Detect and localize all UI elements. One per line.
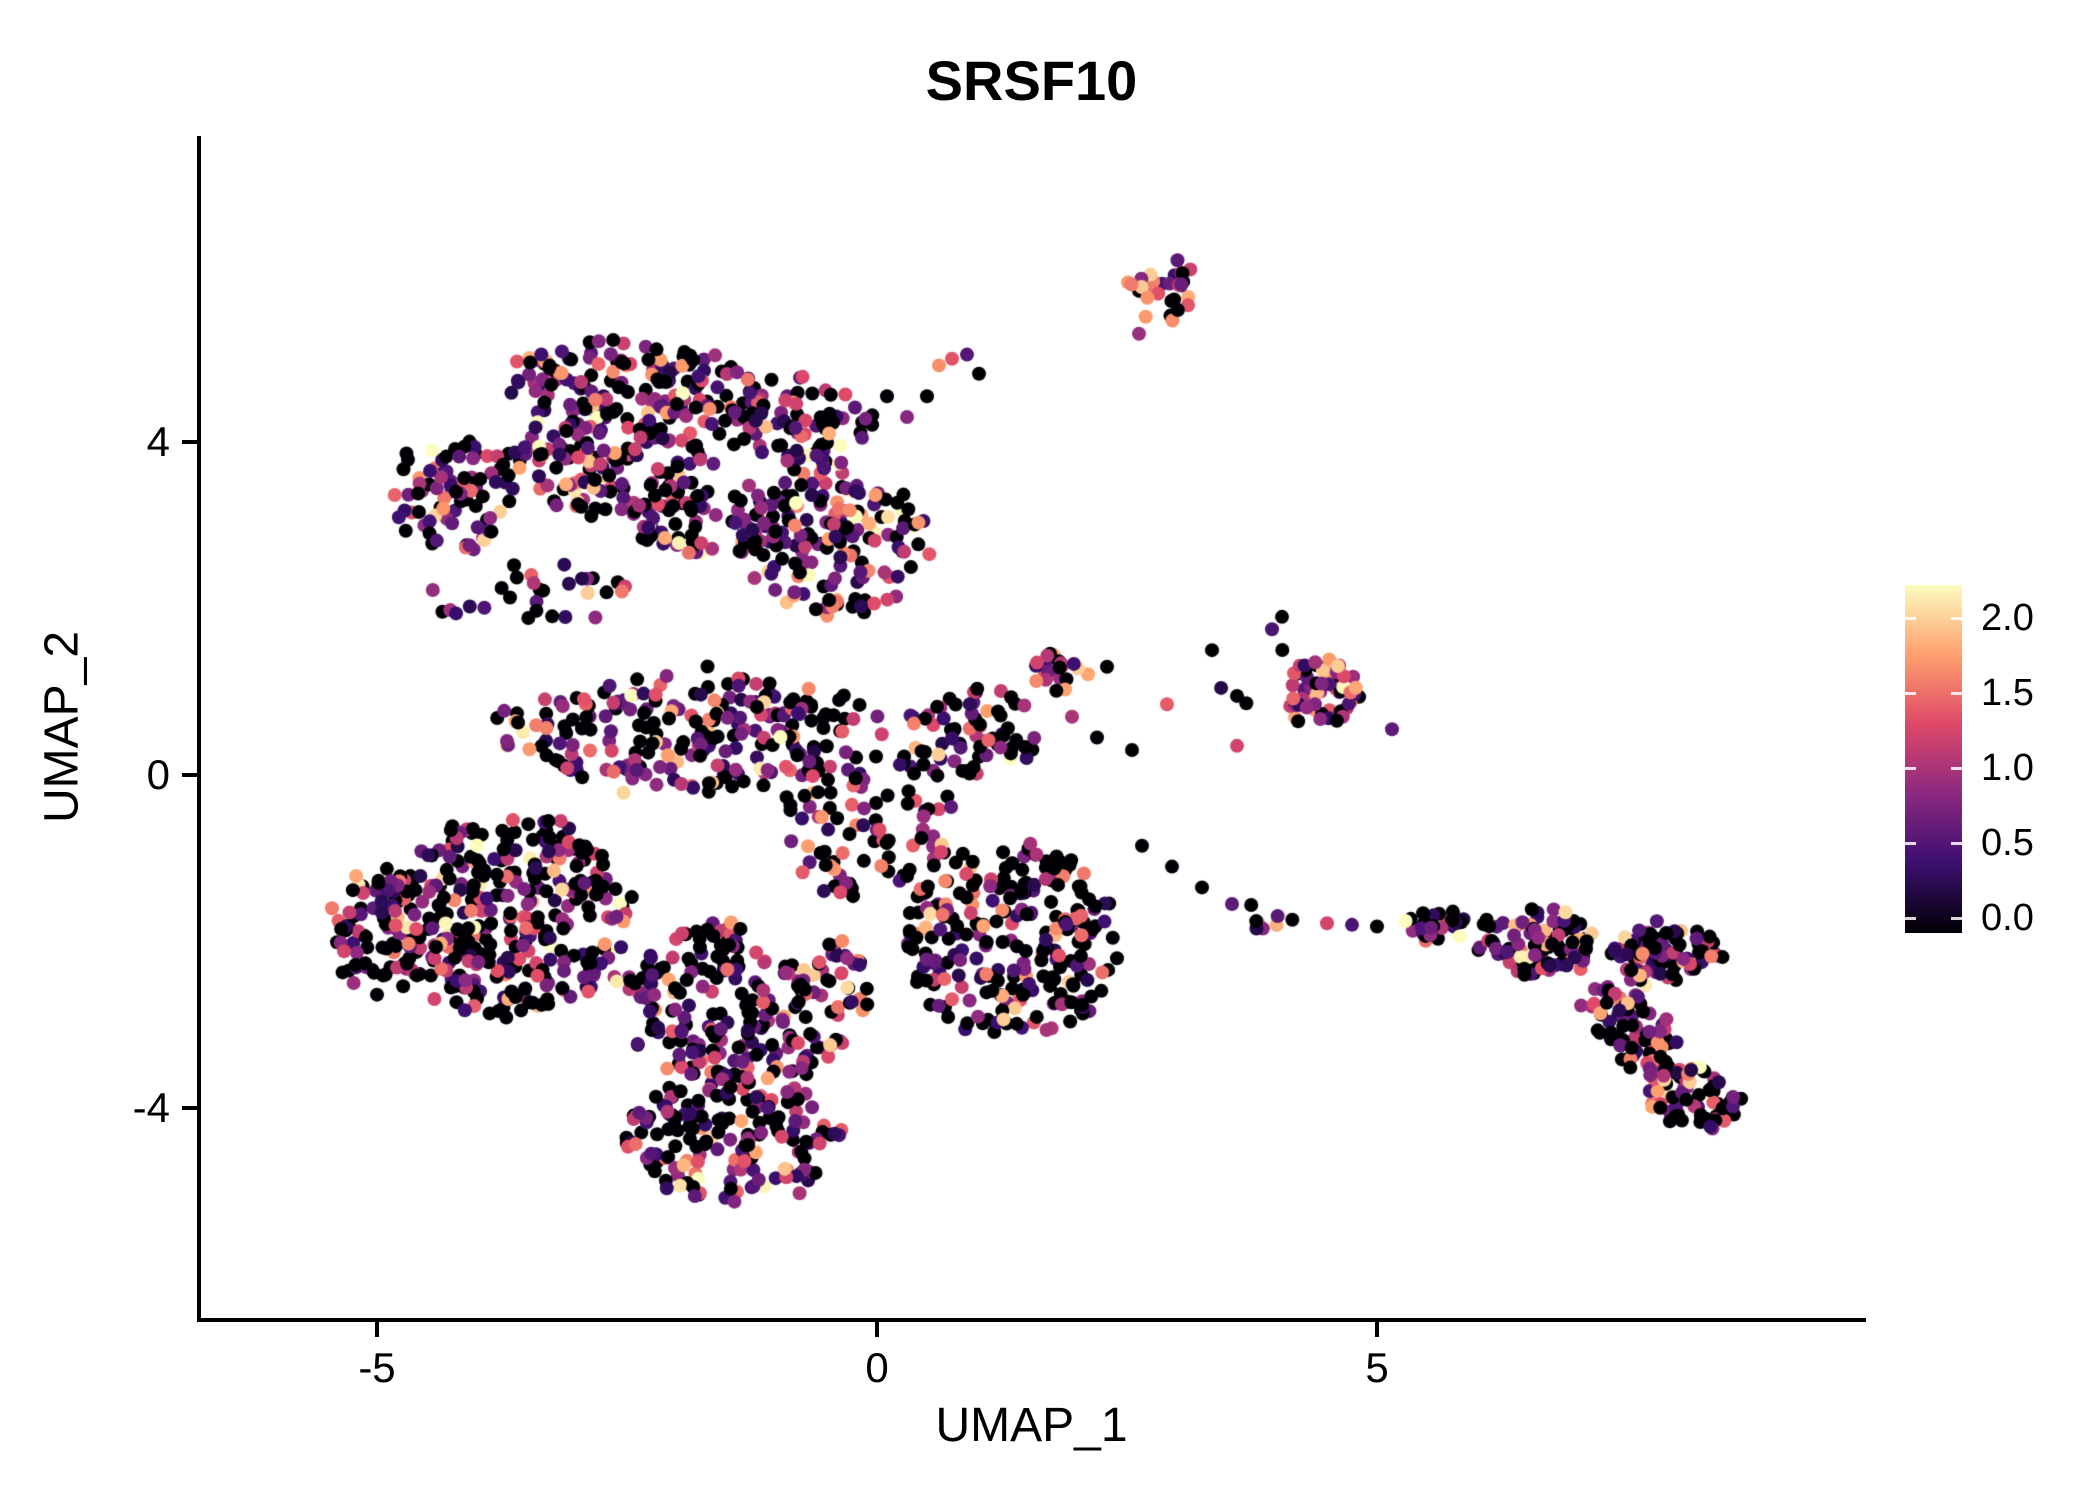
colorbar-tick-mark [1905, 616, 1916, 620]
colorbar-gradient [1905, 585, 1962, 933]
expression-colorbar: 2.0 1.5 1.0 0.5 0.0 [1905, 585, 2100, 939]
y-axis-title: UMAP_2 [35, 630, 89, 824]
y-tick-label: -4 [132, 1084, 170, 1131]
colorbar-tick-mark [1951, 691, 1962, 695]
x-axis-title: UMAP_1 [935, 1399, 1128, 1452]
x-tick-mark [1375, 1322, 1379, 1337]
colorbar-tick-label: 1.0 [1981, 747, 2034, 789]
colorbar-tick-label: 0.0 [1981, 897, 2034, 939]
colorbar-tick-mark [1951, 766, 1962, 770]
y-tick-mark [182, 773, 197, 777]
colorbar-tick-mark [1951, 841, 1962, 845]
x-tick-label: 5 [1365, 1344, 1389, 1391]
y-tick-mark [182, 1106, 197, 1110]
y-tick-mark [182, 440, 197, 444]
colorbar-tick-label: 2.0 [1981, 597, 2034, 639]
plot-title: SRSF10 [925, 49, 1138, 112]
x-tick-mark [375, 1322, 379, 1337]
colorbar-tick-mark [1951, 916, 1962, 920]
colorbar-tick-mark [1905, 691, 1916, 695]
colorbar-tick-label: 1.5 [1981, 672, 2034, 714]
colorbar-tick-mark [1905, 766, 1916, 770]
x-tick-label: -5 [358, 1344, 396, 1391]
x-tick-label: 0 [865, 1344, 889, 1391]
y-tick-label: 0 [146, 751, 170, 798]
y-tick-label: 4 [146, 418, 170, 465]
colorbar-tick-mark [1905, 916, 1916, 920]
colorbar-tick-mark [1951, 616, 1962, 620]
y-axis-line [197, 136, 201, 1322]
x-tick-mark [875, 1322, 879, 1337]
colorbar-tick-mark [1905, 841, 1916, 845]
x-axis-line [197, 1318, 1866, 1322]
colorbar-tick-label: 0.5 [1981, 822, 2034, 864]
